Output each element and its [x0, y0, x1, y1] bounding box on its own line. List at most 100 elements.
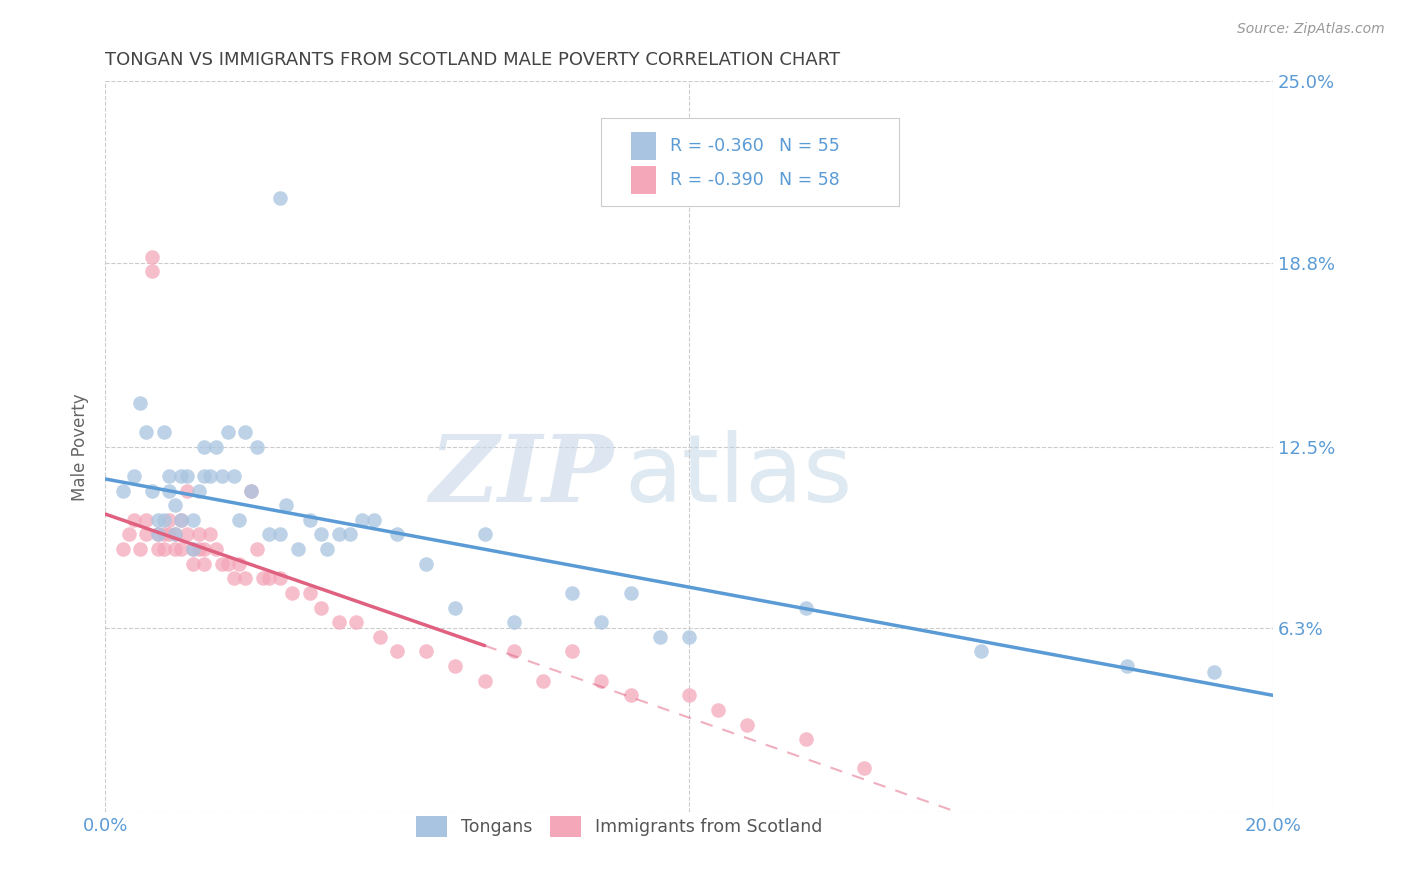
Point — [193, 469, 215, 483]
Point — [181, 557, 204, 571]
Point — [200, 469, 222, 483]
Point — [269, 527, 291, 541]
Point — [170, 513, 193, 527]
Text: Source: ZipAtlas.com: Source: ZipAtlas.com — [1237, 22, 1385, 37]
Point — [181, 542, 204, 557]
Point — [129, 542, 152, 557]
Point — [193, 440, 215, 454]
Point — [170, 469, 193, 483]
Point — [474, 673, 496, 688]
Point — [205, 542, 228, 557]
Point — [187, 542, 209, 557]
Point — [211, 557, 233, 571]
Point — [707, 703, 730, 717]
Text: TONGAN VS IMMIGRANTS FROM SCOTLAND MALE POVERTY CORRELATION CHART: TONGAN VS IMMIGRANTS FROM SCOTLAND MALE … — [105, 51, 841, 69]
Point — [170, 542, 193, 557]
Point — [124, 513, 146, 527]
Point — [281, 586, 304, 600]
Point — [257, 527, 280, 541]
FancyBboxPatch shape — [630, 166, 657, 194]
Point — [648, 630, 671, 644]
Point — [619, 586, 641, 600]
Text: N = 58: N = 58 — [779, 171, 839, 189]
Point — [181, 513, 204, 527]
Point — [124, 469, 146, 483]
Point — [328, 615, 350, 630]
Point — [165, 527, 187, 541]
Text: ZIP: ZIP — [429, 431, 613, 521]
Point — [678, 630, 700, 644]
Point — [135, 425, 157, 439]
Legend: Tongans, Immigrants from Scotland: Tongans, Immigrants from Scotland — [409, 809, 830, 844]
Point — [246, 440, 269, 454]
Point — [181, 542, 204, 557]
Point — [170, 513, 193, 527]
Point — [240, 483, 263, 498]
Point — [269, 191, 291, 205]
Point — [152, 425, 174, 439]
Point — [269, 571, 291, 585]
Point — [591, 615, 613, 630]
Point — [252, 571, 274, 585]
Point — [316, 542, 339, 557]
Point — [157, 483, 180, 498]
Point — [287, 542, 309, 557]
Point — [146, 527, 169, 541]
Point — [619, 688, 641, 702]
Point — [233, 571, 256, 585]
Point — [111, 542, 134, 557]
Point — [344, 615, 367, 630]
Point — [309, 600, 332, 615]
FancyBboxPatch shape — [602, 118, 898, 205]
Point — [152, 542, 174, 557]
Point — [246, 542, 269, 557]
Point — [129, 396, 152, 410]
Point — [135, 527, 157, 541]
Point — [187, 483, 209, 498]
Point — [165, 527, 187, 541]
Point — [111, 483, 134, 498]
Point — [233, 425, 256, 439]
Point — [141, 264, 163, 278]
Point — [157, 513, 180, 527]
Point — [561, 586, 583, 600]
Point — [853, 761, 876, 775]
Point — [352, 513, 374, 527]
Point — [368, 630, 391, 644]
Point — [970, 644, 993, 658]
Point — [157, 527, 180, 541]
Point — [228, 557, 250, 571]
Point — [205, 440, 228, 454]
Text: N = 55: N = 55 — [779, 136, 839, 154]
Point — [415, 644, 437, 658]
Point — [176, 469, 198, 483]
Point — [211, 469, 233, 483]
Point — [794, 732, 817, 747]
Point — [385, 527, 408, 541]
Point — [146, 542, 169, 557]
Point — [157, 469, 180, 483]
Point — [737, 717, 759, 731]
Point — [146, 513, 169, 527]
Point — [474, 527, 496, 541]
Point — [794, 600, 817, 615]
Point — [591, 673, 613, 688]
Point — [222, 469, 245, 483]
Point — [298, 586, 321, 600]
Point — [1115, 659, 1137, 673]
Text: atlas: atlas — [624, 430, 853, 522]
Point — [309, 527, 332, 541]
Point — [141, 483, 163, 498]
Point — [165, 498, 187, 512]
Point — [444, 659, 467, 673]
Y-axis label: Male Poverty: Male Poverty — [72, 393, 89, 500]
Point — [363, 513, 385, 527]
Point — [415, 557, 437, 571]
Point — [152, 513, 174, 527]
Point — [187, 527, 209, 541]
Point — [257, 571, 280, 585]
Point — [228, 513, 250, 527]
Point — [193, 557, 215, 571]
Point — [135, 513, 157, 527]
Text: R = -0.360: R = -0.360 — [671, 136, 763, 154]
